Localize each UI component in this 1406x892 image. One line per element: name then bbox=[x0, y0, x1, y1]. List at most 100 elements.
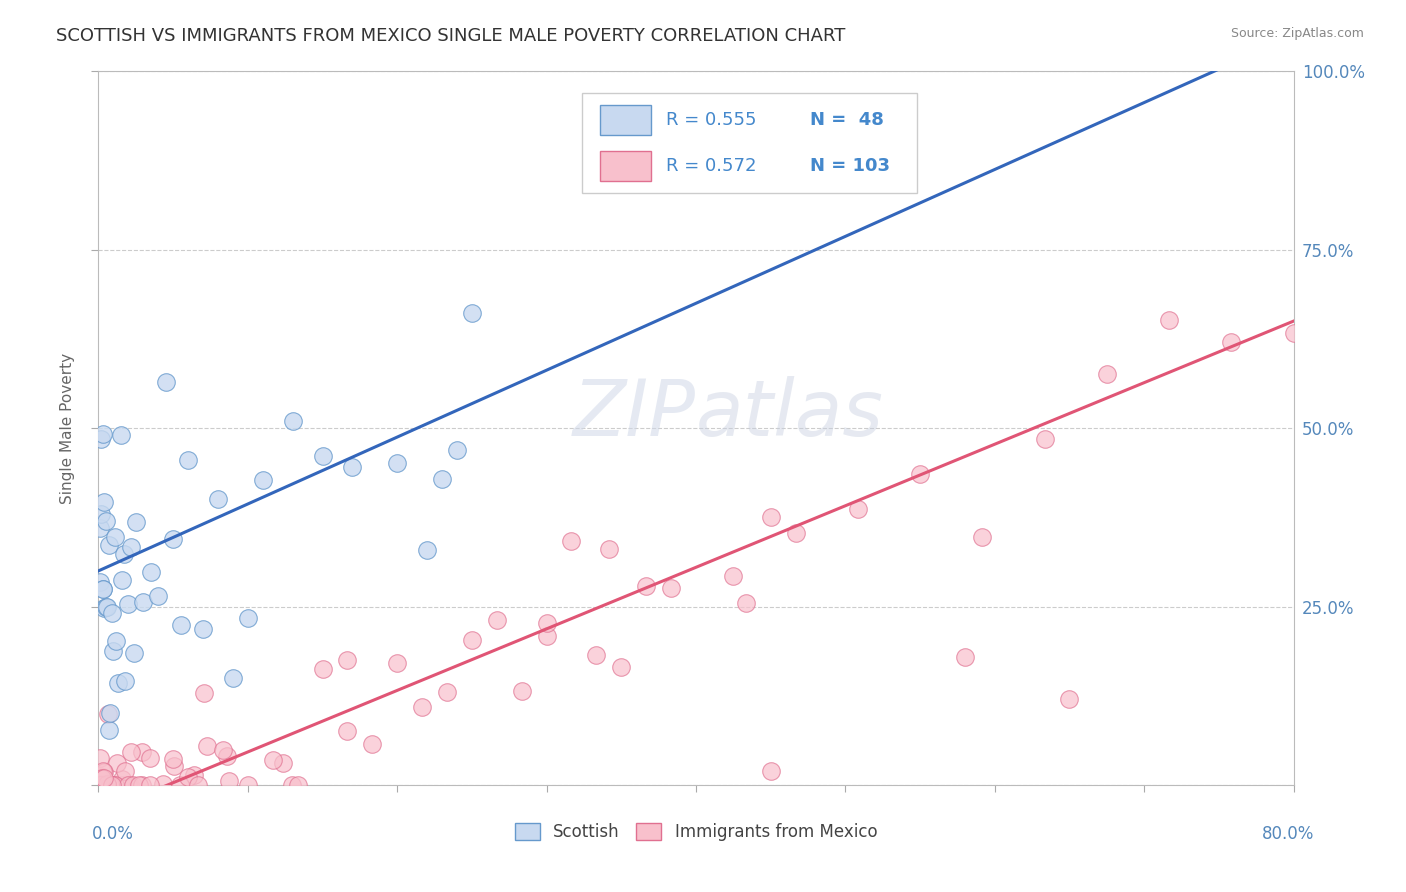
Point bbox=[90, 778, 112, 792]
Text: N = 103: N = 103 bbox=[810, 157, 890, 175]
FancyBboxPatch shape bbox=[600, 104, 651, 135]
Point bbox=[89, 575, 111, 590]
Point bbox=[1095, 367, 1118, 381]
Point bbox=[94, 778, 117, 792]
Point bbox=[96, 599, 118, 614]
Point bbox=[97, 723, 120, 737]
Point bbox=[89, 778, 111, 792]
Text: R = 0.555: R = 0.555 bbox=[666, 111, 756, 128]
Point bbox=[97, 539, 120, 553]
Point bbox=[101, 606, 124, 620]
Point bbox=[96, 778, 118, 792]
Point bbox=[89, 778, 111, 792]
Point bbox=[169, 778, 191, 792]
Point bbox=[759, 764, 782, 778]
Point bbox=[104, 778, 127, 792]
Point bbox=[287, 778, 309, 792]
Point bbox=[128, 778, 150, 792]
Point bbox=[100, 778, 122, 792]
Point bbox=[111, 573, 134, 587]
Point bbox=[536, 629, 558, 643]
Point bbox=[89, 769, 111, 783]
Point bbox=[953, 649, 976, 664]
FancyBboxPatch shape bbox=[600, 151, 651, 181]
Point bbox=[162, 752, 184, 766]
Point bbox=[207, 492, 229, 507]
Text: ZIP: ZIP bbox=[574, 376, 696, 452]
Point bbox=[585, 648, 607, 662]
Point bbox=[103, 778, 125, 792]
Point bbox=[105, 633, 128, 648]
Point bbox=[336, 652, 359, 666]
Point bbox=[163, 759, 186, 773]
Point bbox=[759, 510, 782, 524]
Point bbox=[89, 751, 111, 765]
Point bbox=[91, 582, 114, 596]
Point bbox=[117, 597, 139, 611]
Legend: Scottish, Immigrants from Mexico: Scottish, Immigrants from Mexico bbox=[508, 816, 884, 848]
Point bbox=[222, 672, 245, 686]
Point bbox=[90, 507, 112, 521]
Point bbox=[195, 739, 218, 754]
Point bbox=[93, 778, 115, 792]
Point bbox=[91, 582, 114, 596]
Point bbox=[90, 778, 112, 792]
Point bbox=[100, 778, 122, 792]
Point bbox=[193, 686, 215, 700]
Point bbox=[436, 685, 458, 699]
Point bbox=[104, 530, 127, 544]
Point bbox=[96, 778, 118, 792]
Point bbox=[90, 778, 112, 792]
Text: R = 0.572: R = 0.572 bbox=[666, 157, 756, 175]
Point bbox=[117, 778, 139, 792]
Point bbox=[96, 777, 118, 791]
Point bbox=[98, 778, 121, 792]
Point bbox=[177, 771, 200, 785]
Point bbox=[93, 764, 115, 779]
Point bbox=[908, 467, 931, 482]
Point bbox=[89, 778, 111, 792]
Point bbox=[361, 737, 384, 751]
Point bbox=[281, 778, 304, 792]
Point bbox=[118, 778, 141, 792]
Point bbox=[411, 699, 433, 714]
Point bbox=[1282, 326, 1305, 341]
Point bbox=[155, 375, 177, 389]
Point bbox=[446, 442, 468, 457]
Text: Source: ZipAtlas.com: Source: ZipAtlas.com bbox=[1230, 27, 1364, 40]
Point bbox=[93, 495, 115, 509]
Point bbox=[93, 778, 115, 792]
Point bbox=[93, 601, 115, 615]
Point bbox=[93, 772, 115, 786]
Point bbox=[94, 778, 117, 792]
Point bbox=[659, 581, 682, 595]
Point bbox=[271, 756, 294, 770]
Point bbox=[97, 706, 120, 721]
Point bbox=[162, 532, 184, 546]
Point bbox=[91, 772, 114, 786]
Point bbox=[1059, 692, 1081, 706]
Point bbox=[90, 778, 112, 792]
Point bbox=[100, 778, 122, 792]
Point bbox=[461, 633, 484, 648]
Point bbox=[1157, 313, 1180, 327]
Point bbox=[117, 778, 139, 792]
Text: SCOTTISH VS IMMIGRANTS FROM MEXICO SINGLE MALE POVERTY CORRELATION CHART: SCOTTISH VS IMMIGRANTS FROM MEXICO SINGL… bbox=[56, 27, 845, 45]
Point bbox=[100, 778, 122, 792]
Text: 80.0%: 80.0% bbox=[1263, 825, 1315, 843]
Point bbox=[636, 579, 658, 593]
Point bbox=[846, 502, 869, 516]
Point bbox=[124, 646, 146, 660]
Point bbox=[90, 778, 112, 792]
Point bbox=[485, 613, 508, 627]
Point bbox=[110, 778, 132, 792]
Point bbox=[461, 306, 484, 320]
Point bbox=[89, 776, 111, 790]
Point bbox=[262, 753, 284, 767]
Point bbox=[96, 778, 118, 792]
Point bbox=[131, 745, 153, 759]
Point bbox=[236, 778, 259, 792]
Point bbox=[131, 778, 153, 792]
Point bbox=[139, 750, 162, 764]
Point bbox=[103, 778, 125, 792]
